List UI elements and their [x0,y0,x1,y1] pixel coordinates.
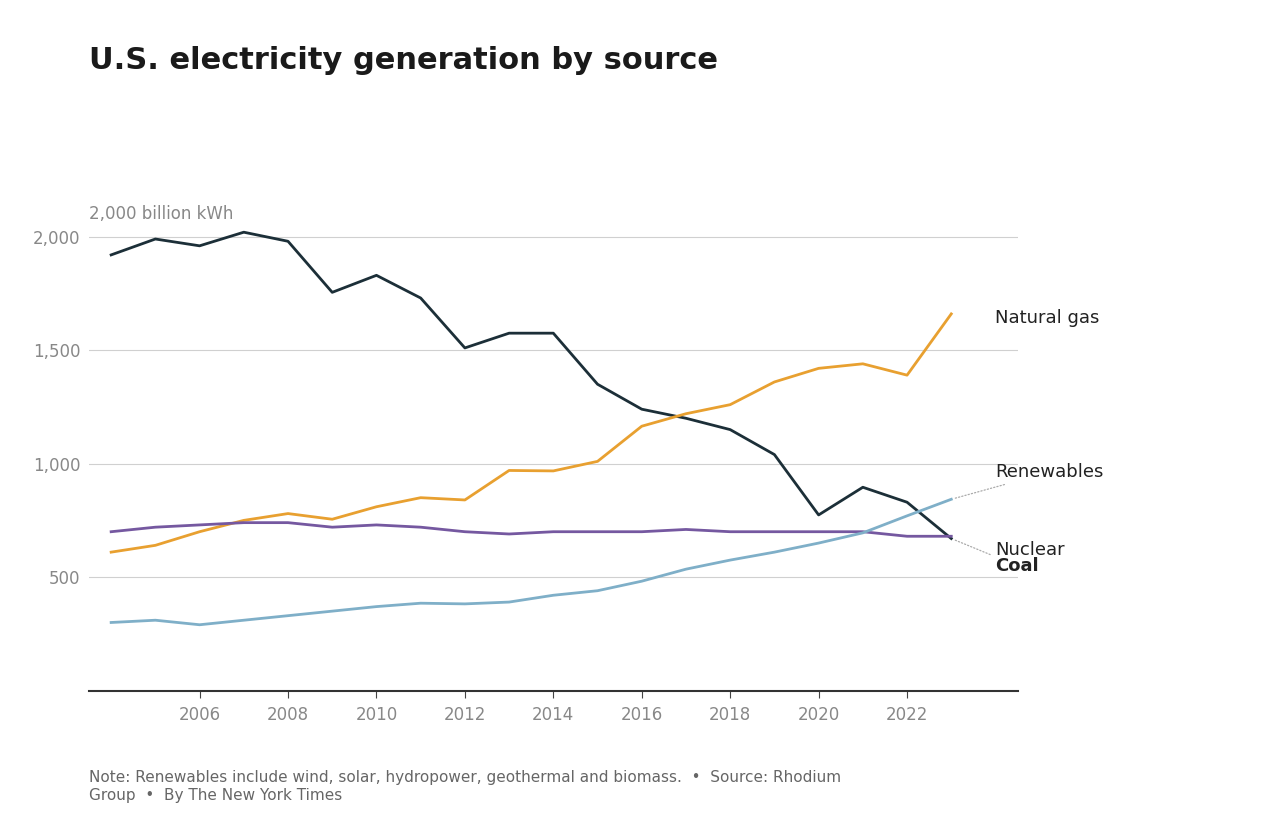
Text: 2,000 billion kWh: 2,000 billion kWh [89,206,234,223]
Text: Renewables: Renewables [954,463,1104,498]
Text: Coal: Coal [954,540,1039,575]
Text: Nuclear: Nuclear [996,541,1065,559]
Text: U.S. electricity generation by source: U.S. electricity generation by source [89,46,717,75]
Text: Natural gas: Natural gas [996,310,1100,328]
Text: Note: Renewables include wind, solar, hydropower, geothermal and biomass.  •  So: Note: Renewables include wind, solar, hy… [89,770,841,803]
